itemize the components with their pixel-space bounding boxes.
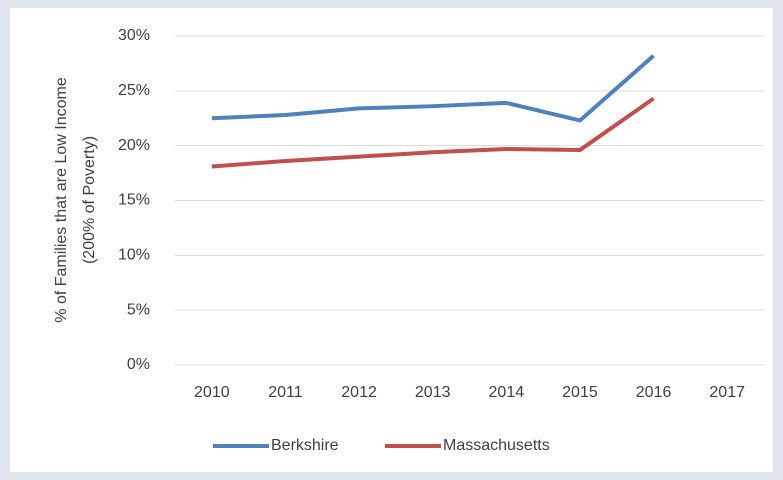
legend-label: Berkshire (271, 437, 339, 454)
y-tick-label: 10% (118, 247, 150, 264)
x-tick-label: 2016 (636, 384, 672, 401)
x-tick-label: 2013 (415, 384, 451, 401)
x-tick-label: 2010 (194, 384, 230, 401)
y-tick-label: 0% (127, 356, 150, 373)
legend-label: Massachusetts (443, 437, 550, 454)
y-tick-label: 15% (118, 192, 150, 209)
y-axis-title: (200% of Poverty) (81, 136, 98, 264)
y-tick-label: 30% (118, 27, 150, 44)
y-tick-label: 25% (118, 82, 150, 99)
chart-panel (10, 8, 773, 472)
y-tick-label: 5% (127, 301, 150, 318)
x-tick-label: 2011 (268, 384, 303, 401)
series-line (211, 96, 655, 169)
series-line (211, 54, 655, 123)
x-tick-label: 2014 (489, 384, 525, 401)
x-tick-label: 2012 (341, 384, 377, 401)
y-tick-label: 20% (118, 137, 150, 154)
x-tick-label: 2017 (709, 384, 745, 401)
y-axis-title: % of Families that are Low Income (53, 77, 70, 323)
x-tick-label: 2015 (562, 384, 598, 401)
